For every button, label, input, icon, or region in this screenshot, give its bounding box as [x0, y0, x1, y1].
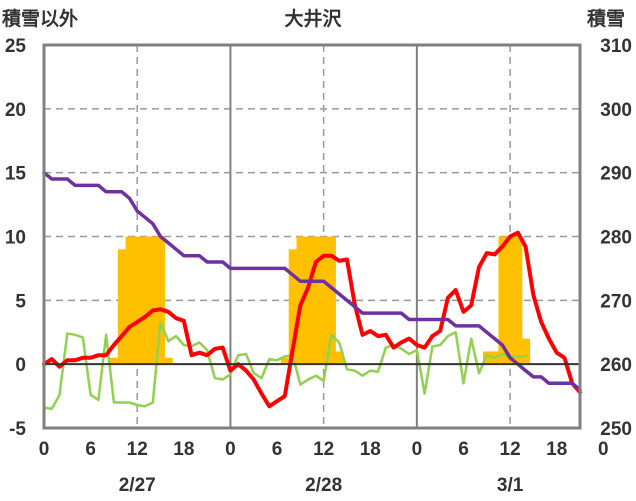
precip-bar [141, 236, 150, 365]
x-tick-label: 6 [85, 439, 96, 460]
wind-line [42, 320, 527, 411]
y-left-tick-label: -5 [9, 419, 26, 440]
precip-bar [280, 357, 290, 365]
y-left-tick-label: 10 [5, 228, 26, 249]
precip-bar [335, 351, 344, 365]
precip-bar [521, 338, 531, 365]
plot-border [42, 43, 582, 430]
chart-title: 大井沢 [284, 7, 342, 30]
y-right-tick-label: 300 [600, 100, 632, 121]
y-right-tick-label: 270 [600, 291, 632, 312]
precip-bar [164, 357, 173, 365]
y-left-tick-label: 5 [15, 291, 26, 312]
precip-bar [304, 236, 313, 365]
y-left-tick-label: 15 [5, 164, 27, 185]
precip-bar [312, 236, 321, 365]
y-right-tick-label: 260 [600, 355, 632, 376]
precip-bar [506, 236, 515, 365]
temperature-line [42, 230, 582, 409]
precip-bar [482, 351, 492, 365]
x-tick-label: 18 [546, 439, 567, 460]
x-tick-label: 0 [598, 439, 609, 460]
precip-bar [133, 236, 142, 365]
y-right-tick-label: 310 [600, 36, 632, 57]
date-label: 2/28 [305, 475, 342, 496]
series-lines [42, 170, 582, 411]
y-right-tick-label: 290 [600, 164, 632, 185]
x-tick-label: 12 [127, 439, 148, 460]
precip-bar [156, 236, 166, 365]
precip-bar [513, 236, 523, 365]
x-tick-label: 6 [272, 439, 283, 460]
y-left-tick-label: 25 [5, 36, 27, 57]
precip-bar [110, 357, 119, 365]
precip-bar [288, 249, 298, 365]
plot-frame [42, 43, 582, 430]
x-tick-label: 12 [500, 439, 521, 460]
x-tick-label: 12 [313, 439, 334, 460]
y-left-tick-label: 0 [15, 355, 26, 376]
date-label: 2/27 [119, 475, 156, 496]
x-tick-label: 0 [412, 439, 423, 460]
x-tick-label: 0 [225, 439, 236, 460]
y-axis-left-title: 積雪以外 [2, 7, 78, 30]
snow_depth-line [42, 170, 582, 392]
precip-bar [148, 236, 158, 365]
x-tick-label: 0 [39, 439, 50, 460]
date-label: 3/1 [497, 475, 524, 496]
x-tick-label: 6 [458, 439, 469, 460]
y-right-tick-label: 280 [600, 228, 632, 249]
x-tick-label: 18 [173, 439, 194, 460]
precip-bar [319, 236, 329, 365]
precip-bar [327, 236, 336, 365]
x-tick-label: 18 [360, 439, 381, 460]
y-right-tick-label: 250 [600, 419, 632, 440]
precip-bar [117, 249, 127, 365]
y-axis-right-title: 積雪 [587, 7, 625, 30]
tick-labels: -5 0 5 10 15 20 25 250 260 270 280 290 300 310 0 6 12 18 0… [5, 36, 632, 496]
precip-bar [498, 236, 507, 365]
y-left-tick-label: 20 [5, 100, 26, 121]
precip-bar [125, 236, 134, 365]
